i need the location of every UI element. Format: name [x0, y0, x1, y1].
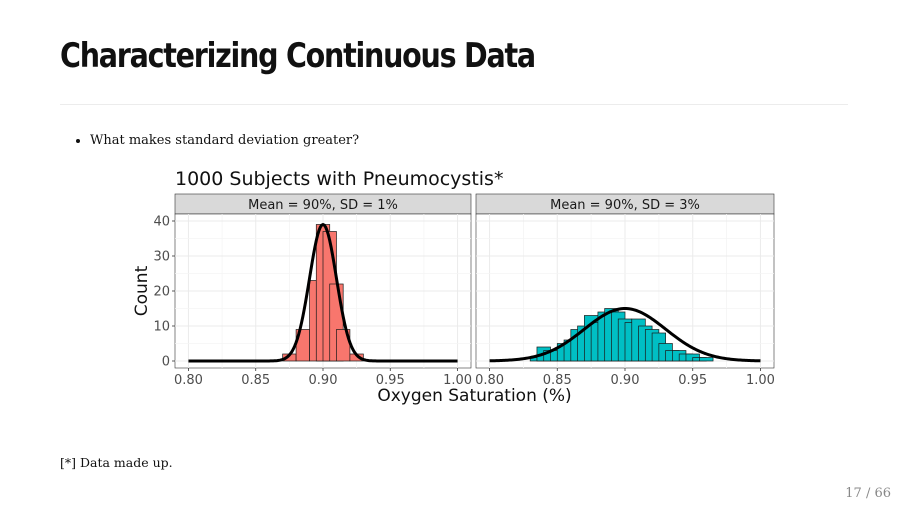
- y-tick-label: 40: [153, 215, 170, 230]
- y-axis-title: Count: [132, 265, 152, 316]
- x-tick-label: 1.00: [443, 373, 472, 388]
- histogram-bar: [699, 357, 714, 362]
- histogram-chart: 1000 Subjects with Pneumocystis* Mean = 9…: [129, 163, 775, 407]
- x-tick-label: 0.95: [376, 373, 405, 388]
- x-tick-label: 0.90: [611, 373, 640, 388]
- title-divider: [60, 104, 848, 105]
- x-tick-label: 0.80: [174, 373, 203, 388]
- slide-title: Characterizing Continuous Data: [60, 36, 536, 76]
- density-curve: [188, 222, 458, 363]
- density-curve: [489, 306, 761, 363]
- facet-label: Mean = 90%, SD = 3%: [550, 198, 700, 213]
- x-axis-title: Oxygen Saturation (%): [377, 386, 571, 406]
- x-tick-label: 0.80: [475, 373, 504, 388]
- x-tick-label: 0.85: [241, 373, 270, 388]
- x-tick-label: 0.90: [309, 373, 338, 388]
- y-tick-label: 20: [153, 285, 170, 300]
- y-tick-label: 10: [153, 320, 170, 335]
- footnote: [*] Data made up.: [60, 455, 173, 470]
- x-tick-label: 1.00: [746, 373, 775, 388]
- bullet-list: What makes standard deviation greater?: [72, 133, 359, 148]
- bullet-item: What makes standard deviation greater?: [90, 133, 359, 148]
- x-tick-label: 0.95: [678, 373, 707, 388]
- y-tick-label: 30: [153, 250, 170, 265]
- chart-title: 1000 Subjects with Pneumocystis*: [175, 168, 503, 190]
- x-tick-label: 0.85: [543, 373, 572, 388]
- page-number: 17 / 66: [845, 486, 891, 501]
- y-tick-label: 0: [162, 355, 170, 370]
- facet-label: Mean = 90%, SD = 1%: [248, 198, 398, 213]
